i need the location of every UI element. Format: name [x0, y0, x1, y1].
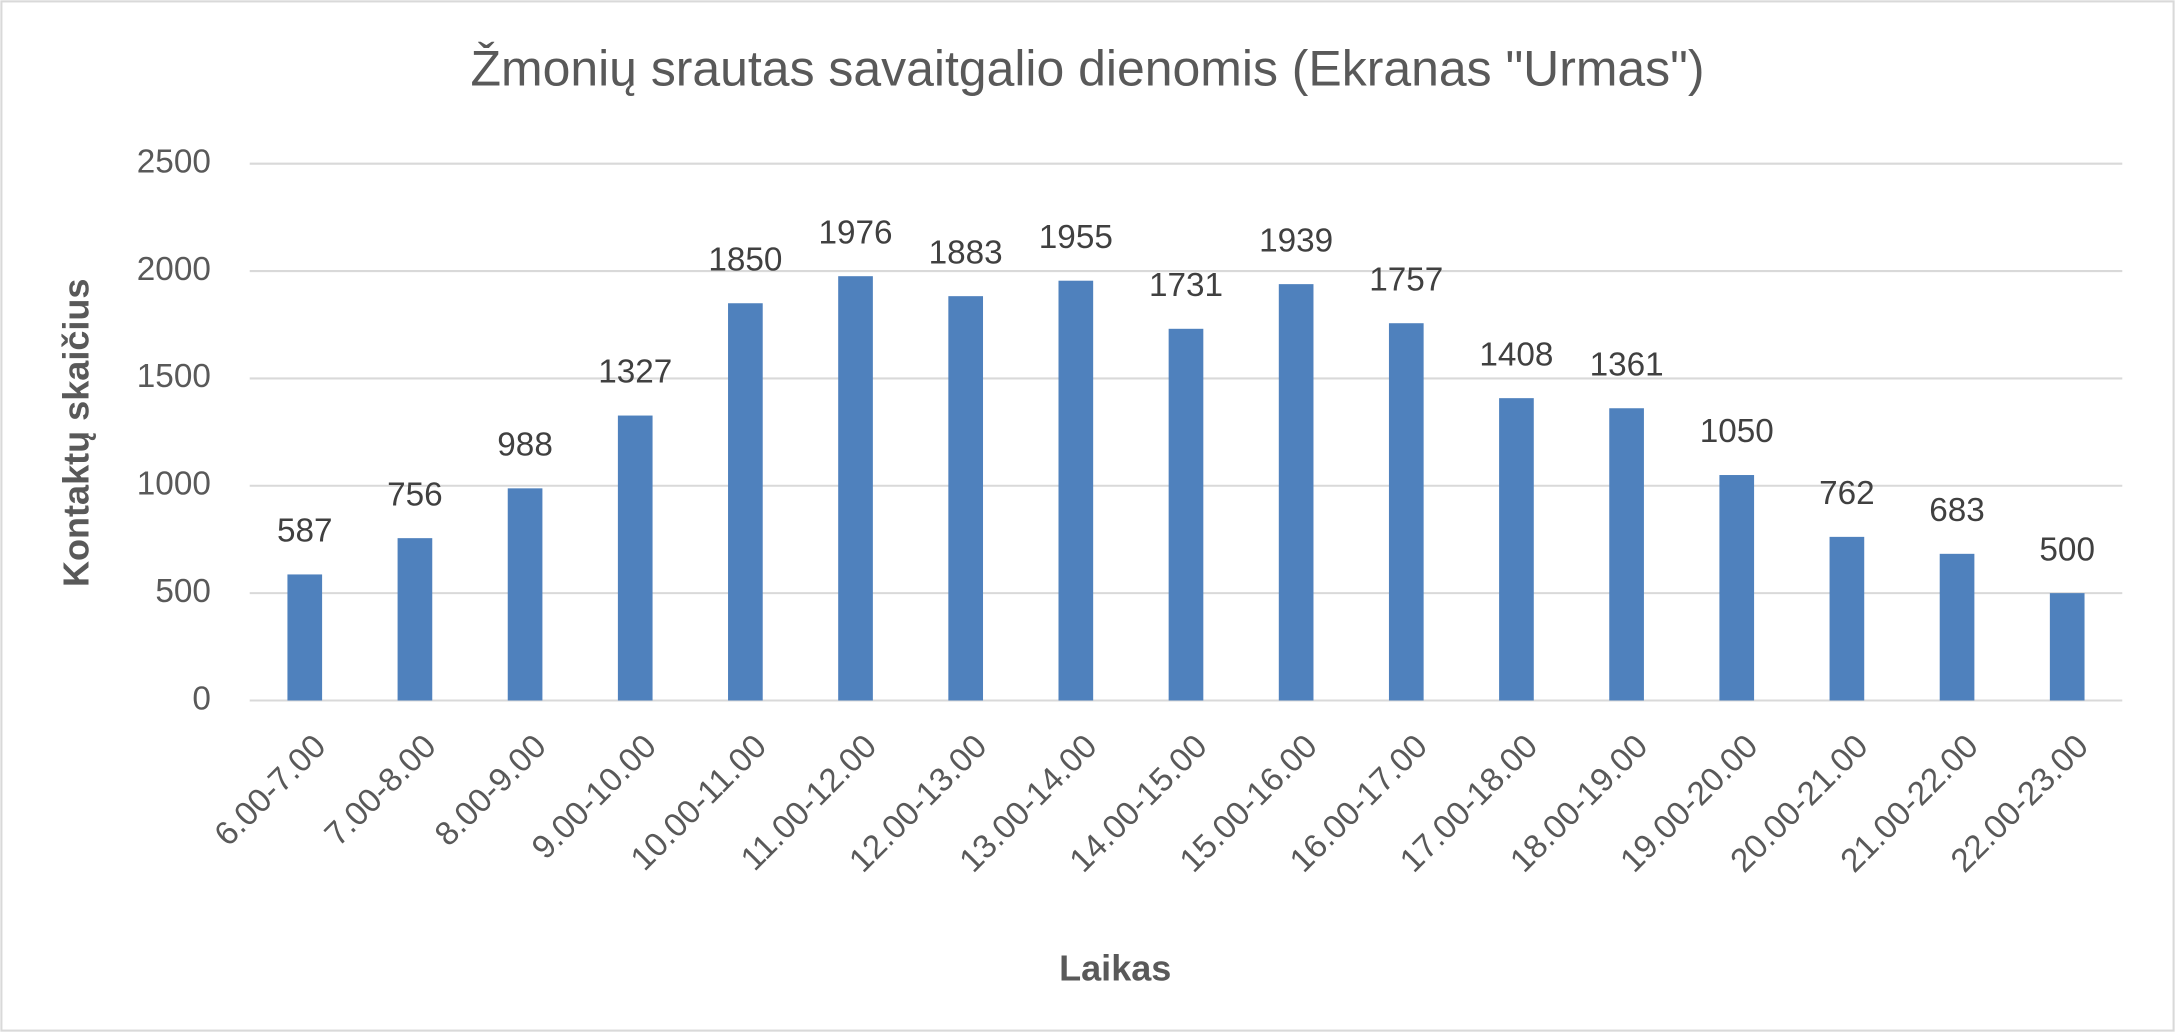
- data-label: 756: [387, 476, 443, 513]
- bar: [1388, 323, 1424, 701]
- bar: [617, 415, 653, 701]
- data-label: 1850: [708, 241, 782, 278]
- data-label: 1955: [1039, 219, 1113, 256]
- data-label: 1939: [1259, 222, 1333, 259]
- bar: [287, 574, 323, 701]
- chart-title: Žmonių srautas savaitgalio dienomis (Ekr…: [470, 40, 1704, 96]
- data-label: 500: [2039, 531, 2095, 568]
- bar: [1719, 475, 1755, 701]
- data-label: 587: [277, 513, 333, 550]
- bar: [838, 276, 873, 701]
- bar: [2049, 593, 2085, 701]
- bar: [948, 296, 984, 701]
- data-label: 1757: [1369, 261, 1443, 298]
- data-label: 1408: [1479, 336, 1553, 373]
- y-tick-label: 500: [155, 573, 211, 610]
- data-label: 1327: [598, 354, 672, 391]
- bar: [1278, 284, 1314, 701]
- y-tick-label: 0: [192, 680, 211, 717]
- bar: [1058, 280, 1094, 701]
- bar: [397, 538, 433, 701]
- data-label: 1976: [819, 214, 893, 251]
- data-label: 1883: [929, 234, 1003, 271]
- data-label: 1050: [1700, 413, 1774, 450]
- bar: [1499, 398, 1534, 701]
- bar: [1939, 553, 1975, 701]
- x-axis-label: Laikas: [1059, 947, 1171, 988]
- y-tick-label: 1000: [137, 466, 211, 503]
- data-label: 762: [1819, 475, 1875, 512]
- y-axis-label: Kontaktų skaičius: [56, 279, 97, 587]
- bar: [1168, 328, 1204, 701]
- bar: [507, 488, 543, 701]
- data-label: 988: [497, 427, 553, 464]
- bar: [1609, 408, 1644, 701]
- y-tick-label: 1500: [137, 358, 211, 395]
- data-label: 683: [1929, 492, 1985, 529]
- data-label: 1731: [1149, 267, 1223, 304]
- data-label: 1361: [1590, 346, 1664, 383]
- y-tick-label: 2500: [137, 143, 211, 180]
- bar: [728, 303, 763, 701]
- y-tick-label: 2000: [137, 251, 211, 288]
- bar: [1829, 536, 1865, 701]
